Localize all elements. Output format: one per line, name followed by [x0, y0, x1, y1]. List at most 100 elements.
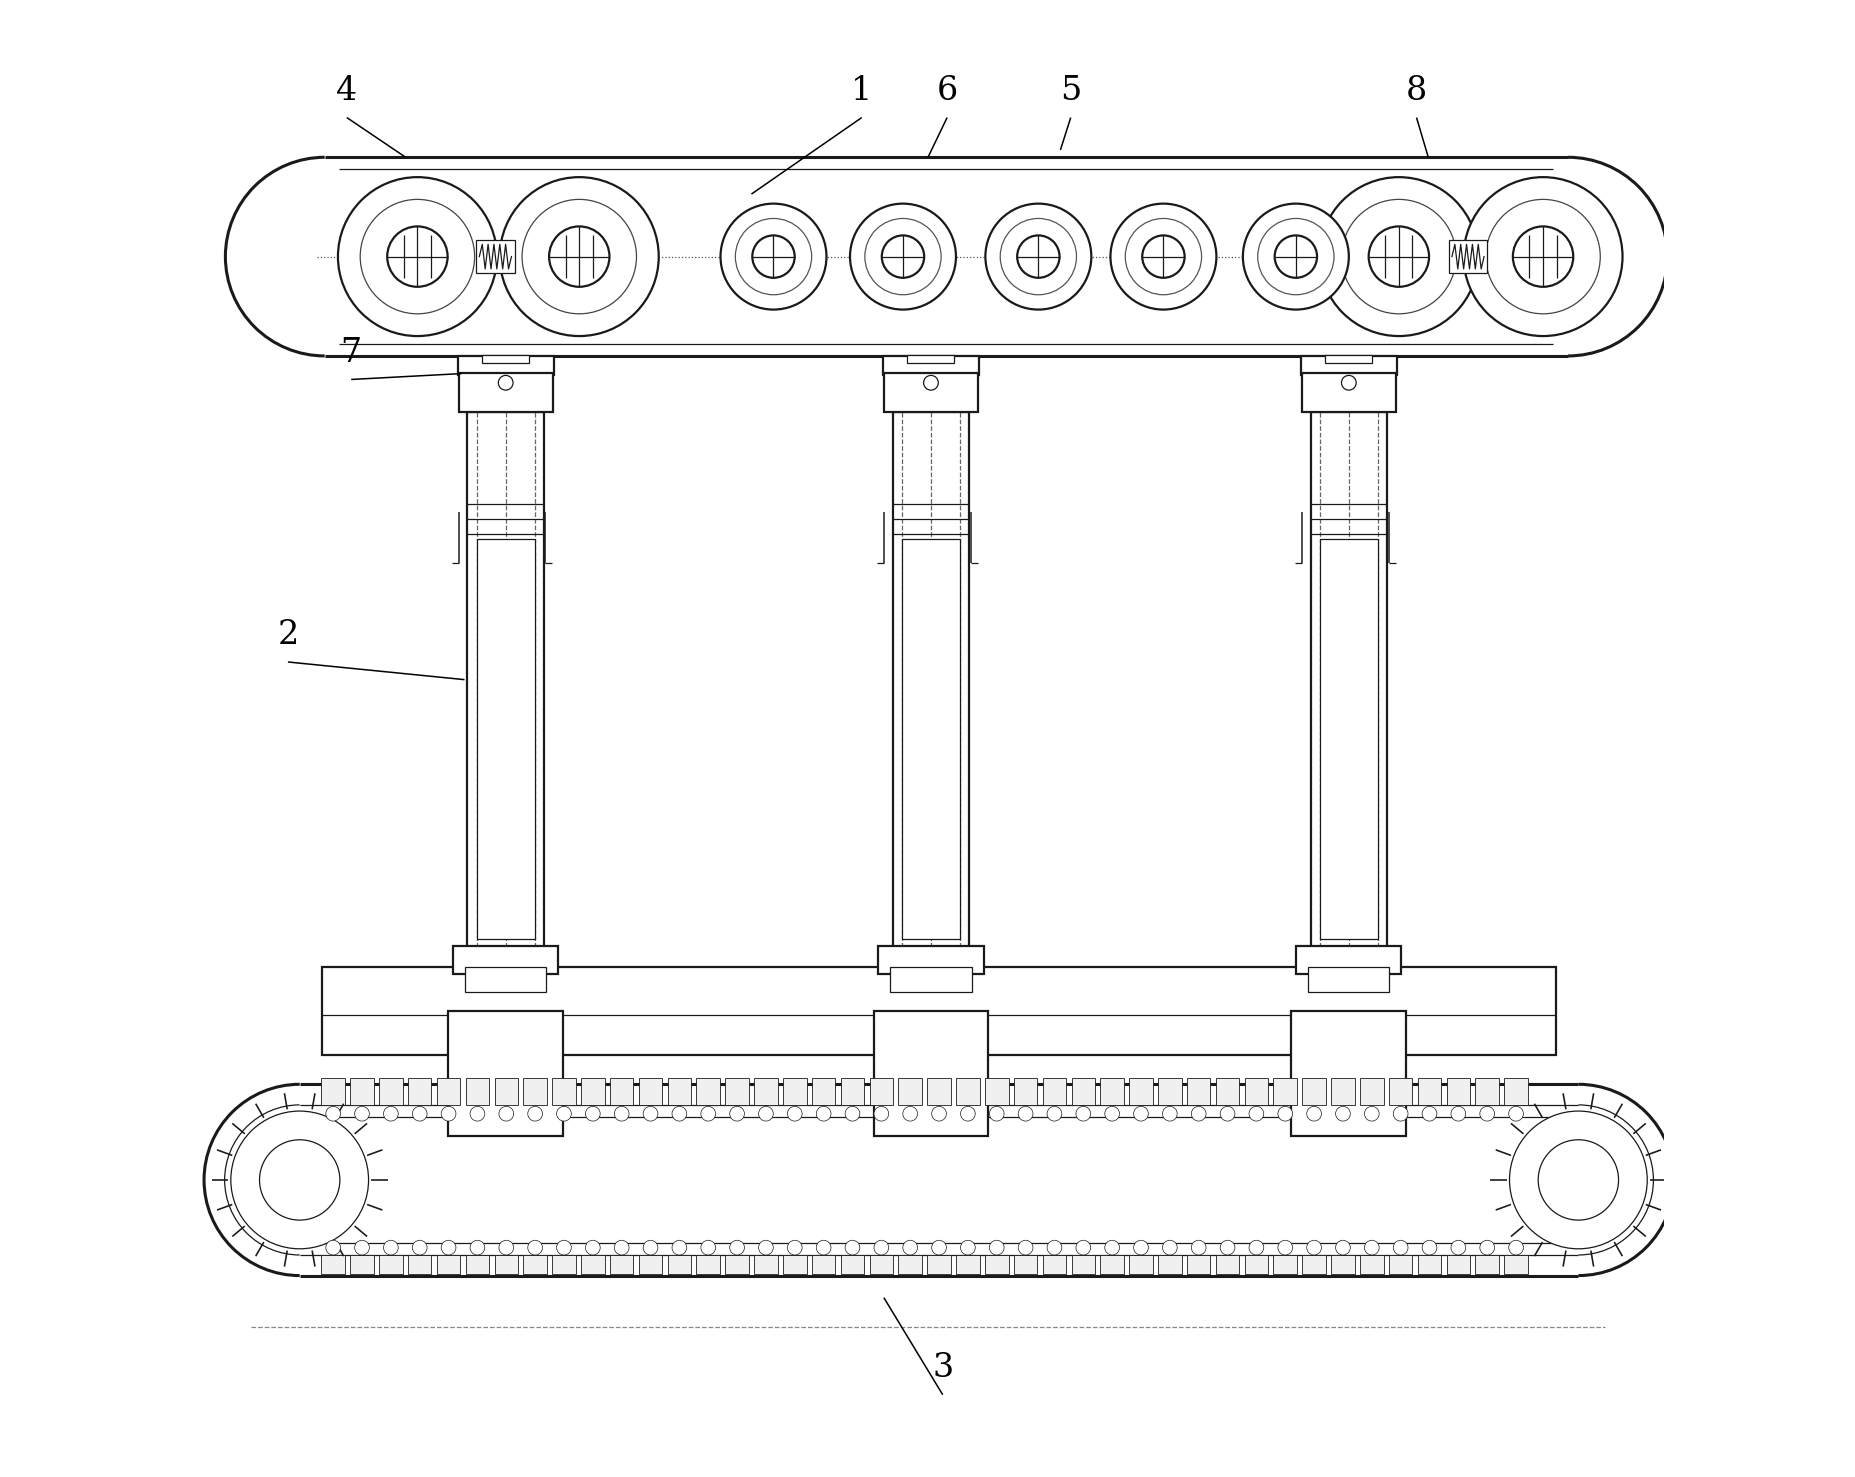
Text: 5: 5 — [1059, 75, 1081, 106]
Bar — [928, 1078, 950, 1105]
Circle shape — [360, 199, 475, 313]
Bar — [1503, 1255, 1527, 1273]
Bar — [840, 1078, 864, 1105]
Bar — [1449, 241, 1486, 273]
Bar — [985, 1255, 1007, 1273]
Circle shape — [850, 204, 955, 310]
Circle shape — [1451, 1241, 1465, 1255]
Bar — [581, 1255, 605, 1273]
Bar — [783, 1255, 807, 1273]
Circle shape — [1018, 1241, 1033, 1255]
Circle shape — [527, 1106, 542, 1121]
Circle shape — [759, 1106, 774, 1121]
Circle shape — [1319, 177, 1478, 337]
Circle shape — [230, 1111, 369, 1248]
Bar — [1330, 1078, 1354, 1105]
Bar — [466, 1078, 490, 1105]
Bar — [1445, 1078, 1469, 1105]
Circle shape — [1393, 1106, 1408, 1121]
Bar — [477, 539, 534, 939]
Circle shape — [931, 1241, 946, 1255]
Bar — [898, 1078, 922, 1105]
Circle shape — [902, 1106, 916, 1121]
Circle shape — [1508, 1241, 1523, 1255]
Circle shape — [735, 219, 811, 295]
Text: 2: 2 — [276, 619, 299, 651]
Circle shape — [1538, 1140, 1618, 1220]
Bar — [1324, 354, 1371, 363]
Bar — [1388, 1255, 1412, 1273]
Bar — [1388, 1078, 1412, 1105]
Bar — [321, 1078, 345, 1105]
Circle shape — [556, 1241, 571, 1255]
Bar — [753, 1078, 777, 1105]
Circle shape — [469, 1106, 484, 1121]
Circle shape — [441, 1241, 456, 1255]
Bar — [668, 1255, 690, 1273]
Bar — [553, 1078, 575, 1105]
Bar — [1245, 1078, 1267, 1105]
Circle shape — [729, 1241, 744, 1255]
Circle shape — [354, 1241, 369, 1255]
Circle shape — [326, 1241, 339, 1255]
Circle shape — [1336, 1241, 1350, 1255]
Circle shape — [701, 1106, 716, 1121]
Bar — [1291, 1010, 1406, 1136]
Circle shape — [759, 1241, 774, 1255]
Circle shape — [338, 177, 497, 337]
Bar — [811, 1078, 835, 1105]
Circle shape — [1104, 1106, 1119, 1121]
Bar — [493, 1255, 518, 1273]
Circle shape — [1219, 1241, 1234, 1255]
Circle shape — [924, 375, 939, 390]
Bar — [458, 372, 553, 412]
Circle shape — [874, 1106, 889, 1121]
Bar — [321, 1255, 345, 1273]
Circle shape — [751, 235, 794, 278]
Bar — [890, 966, 970, 991]
Circle shape — [1133, 1106, 1148, 1121]
Circle shape — [816, 1241, 831, 1255]
Bar — [840, 1255, 864, 1273]
Bar — [1070, 1255, 1094, 1273]
Bar — [458, 356, 553, 375]
Circle shape — [1478, 1241, 1493, 1255]
Bar — [466, 1255, 490, 1273]
Circle shape — [1421, 1106, 1436, 1121]
Circle shape — [989, 1106, 1004, 1121]
Circle shape — [1258, 219, 1334, 295]
Circle shape — [499, 177, 659, 337]
Circle shape — [412, 1241, 427, 1255]
Circle shape — [384, 1241, 399, 1255]
Circle shape — [844, 1241, 859, 1255]
Circle shape — [1076, 1241, 1091, 1255]
Circle shape — [1341, 199, 1456, 313]
Circle shape — [614, 1241, 629, 1255]
Text: 4: 4 — [336, 75, 358, 106]
Circle shape — [1478, 1106, 1493, 1121]
Circle shape — [384, 1106, 399, 1121]
Circle shape — [388, 226, 447, 287]
Bar — [378, 1078, 403, 1105]
Circle shape — [1278, 1241, 1291, 1255]
Circle shape — [527, 1241, 542, 1255]
Bar — [553, 1255, 575, 1273]
Circle shape — [1451, 1106, 1465, 1121]
Bar — [883, 372, 978, 412]
Bar — [477, 241, 514, 273]
Circle shape — [1141, 235, 1183, 278]
Bar — [436, 1255, 460, 1273]
Circle shape — [874, 1241, 889, 1255]
Bar — [1245, 1255, 1267, 1273]
Bar — [892, 412, 968, 966]
Circle shape — [1191, 1241, 1206, 1255]
Circle shape — [1161, 1241, 1176, 1255]
Bar — [1100, 1255, 1124, 1273]
Circle shape — [1191, 1106, 1206, 1121]
Circle shape — [961, 1106, 974, 1121]
Bar — [1308, 966, 1389, 991]
Circle shape — [1109, 204, 1215, 310]
Bar — [877, 945, 983, 973]
Bar — [955, 1255, 979, 1273]
Bar — [725, 1255, 748, 1273]
